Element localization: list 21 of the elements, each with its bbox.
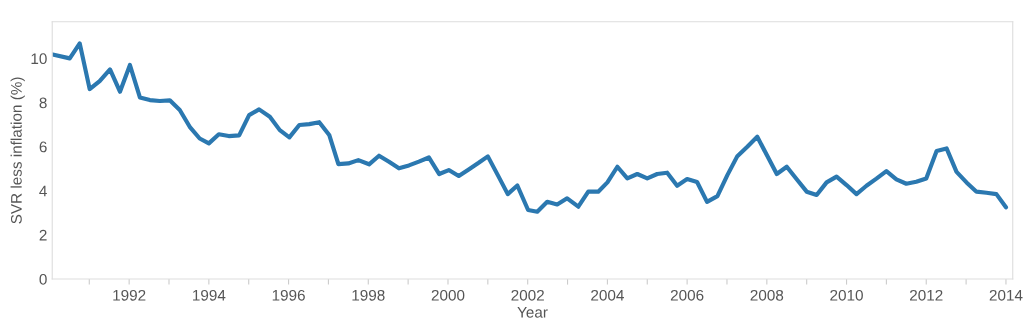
x-tick-label: 1996: [272, 289, 305, 301]
y-tick-label: 6: [39, 141, 47, 153]
y-tick-label: 8: [39, 97, 47, 109]
x-axis-title: Year: [517, 307, 548, 318]
x-tick-label: 2000: [431, 289, 465, 301]
y-tick-label: 0: [39, 273, 47, 285]
x-tick-label: 2002: [511, 289, 544, 301]
x-tick-label: 2004: [591, 289, 624, 301]
x-tick-label: 1992: [113, 289, 146, 301]
x-tick-label: 2012: [910, 289, 943, 301]
y-axis-title: SVR less inflation (%): [10, 77, 25, 224]
x-tick-label: 2014: [989, 289, 1023, 301]
y-tick-label: 10: [31, 53, 47, 65]
y-tick-label: 2: [39, 229, 47, 241]
x-tick-label: 1994: [193, 289, 226, 301]
y-tick-label: 4: [39, 185, 47, 197]
x-tick-label: 2010: [830, 289, 863, 301]
line-series: [52, 41, 1009, 214]
x-tick-label: 1998: [352, 289, 385, 301]
x-tick-label: 2008: [750, 289, 784, 301]
x-tick-label: 2006: [670, 289, 704, 301]
